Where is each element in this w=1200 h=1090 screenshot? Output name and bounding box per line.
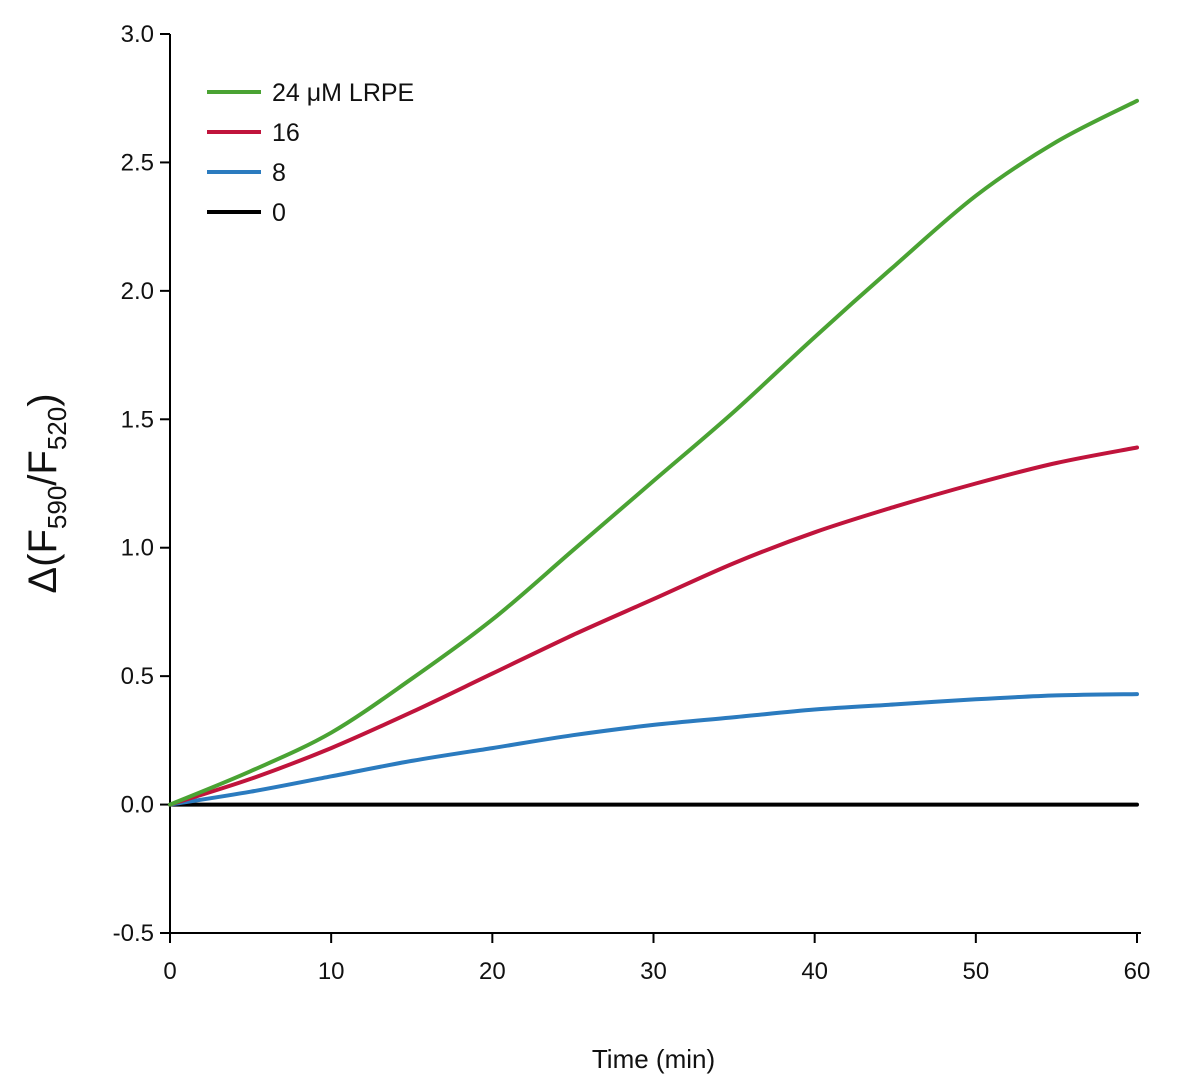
y-axis-title-prefix: Δ(F xyxy=(21,529,65,593)
y-tick-label: 0.5 xyxy=(121,663,154,690)
y-axis-title-sub2: 520 xyxy=(42,407,72,450)
x-tick-label: 30 xyxy=(640,958,667,985)
y-tick-label: 1.5 xyxy=(121,406,154,433)
y-axis-title: Δ(F590/F520) xyxy=(21,393,72,593)
x-axis-title: Time (min) xyxy=(592,1044,715,1074)
x-tick-label: 0 xyxy=(163,958,176,985)
x-tick-label: 20 xyxy=(479,958,506,985)
series-line xyxy=(168,692,1139,807)
y-tick-label: 0.0 xyxy=(121,792,154,819)
y-tick-label: -0.5 xyxy=(113,920,154,947)
y-axis-title-suffix: ) xyxy=(21,393,65,406)
y-axis-ticks: -0.5 0.0 0.5 1.0 1.5 2.0 2.5 3.0 xyxy=(113,21,170,947)
x-tick-label: 60 xyxy=(1124,958,1151,985)
x-axis-ticks: 0 10 20 30 40 50 60 xyxy=(163,933,1150,985)
series-line xyxy=(168,98,1139,807)
axes: -0.5 0.0 0.5 1.0 1.5 2.0 2.5 3.0 0 10 20 30 40 50 60 xyxy=(113,21,1151,985)
legend-label: 16 xyxy=(272,119,300,147)
y-tick-label: 2.5 xyxy=(121,149,154,176)
legend: 24 μM LRPE 16 8 0 xyxy=(207,79,414,227)
y-tick-label: 1.0 xyxy=(121,535,154,562)
series-line xyxy=(168,445,1139,807)
x-tick-label: 50 xyxy=(962,958,989,985)
legend-label: 0 xyxy=(272,199,286,227)
y-axis-title-mid: /F xyxy=(21,450,65,486)
x-tick-label: 10 xyxy=(318,958,345,985)
legend-label: 8 xyxy=(272,159,286,187)
series-lines xyxy=(168,98,1139,807)
y-axis-title-sub1: 590 xyxy=(42,486,72,529)
x-tick-label: 40 xyxy=(801,958,828,985)
y-tick-label: 3.0 xyxy=(121,21,154,48)
y-tick-label: 2.0 xyxy=(121,278,154,305)
legend-label: 24 μM LRPE xyxy=(272,79,414,107)
